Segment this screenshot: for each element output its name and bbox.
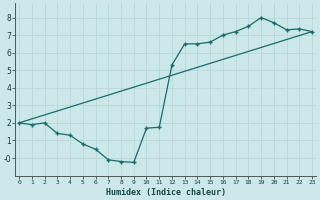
X-axis label: Humidex (Indice chaleur): Humidex (Indice chaleur) bbox=[106, 188, 226, 197]
